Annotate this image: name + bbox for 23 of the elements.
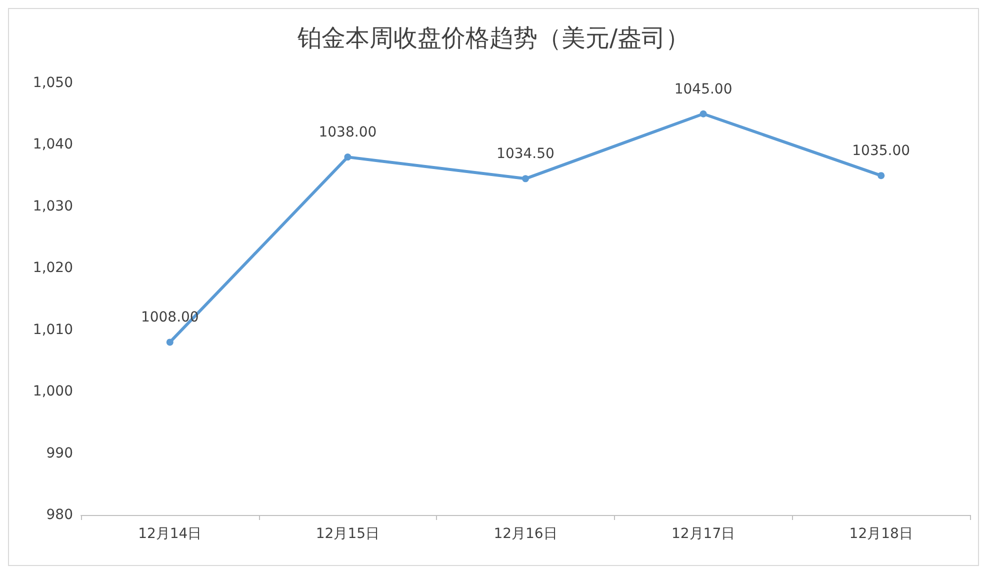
x-tick-label: 12月17日 <box>671 526 736 542</box>
y-tick-label: 1,020 <box>32 260 73 276</box>
y-tick-label: 980 <box>46 507 73 523</box>
chart-title: 铂金本周收盘价格趋势（美元/盎司） <box>296 24 690 52</box>
point <box>344 154 352 161</box>
y-tick-label: 990 <box>46 445 73 462</box>
y-tick-label: 1,030 <box>32 198 73 214</box>
x-tick-label: 12月15日 <box>316 526 380 542</box>
data-label: 1034.50 <box>496 146 554 162</box>
point <box>522 175 529 182</box>
x-tick-label: 12月18日 <box>849 526 913 542</box>
x-tick-label: 12月16日 <box>494 526 558 542</box>
point <box>700 110 707 118</box>
data-label: 1035.00 <box>852 143 910 160</box>
x-tick-label: 12月14日 <box>138 526 202 542</box>
y-tick-label: 1,050 <box>32 75 73 91</box>
data-label: 1045.00 <box>674 81 732 98</box>
y-tick-label: 1,010 <box>32 322 73 338</box>
y-tick-label: 1,040 <box>32 136 73 153</box>
y-tick-label: 1,000 <box>32 384 73 400</box>
point <box>166 338 174 346</box>
point <box>878 172 885 180</box>
data-label: 1038.00 <box>318 124 377 141</box>
